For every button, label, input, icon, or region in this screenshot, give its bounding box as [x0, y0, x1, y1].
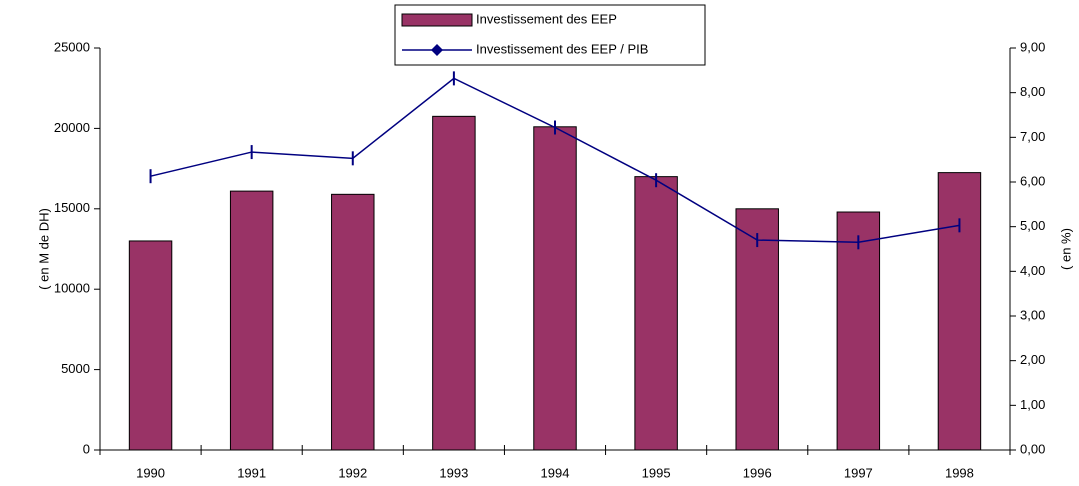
y2-tick-label: 1,00	[1020, 397, 1045, 412]
legend-swatch	[401, 13, 473, 27]
bar	[331, 193, 375, 451]
y2-tick-label: 2,00	[1020, 352, 1045, 367]
bar	[937, 172, 982, 451]
y2-tick-label: 5,00	[1020, 218, 1045, 233]
y-tick-label: 0	[83, 441, 90, 456]
y2-tick-label: 6,00	[1020, 173, 1045, 188]
x-tick-label: 1997	[844, 465, 873, 480]
x-tick-label: 1991	[237, 465, 266, 480]
x-tick-label: 1998	[945, 465, 974, 480]
bar	[735, 208, 779, 451]
y-axis-title: ( en M de DH)	[36, 208, 51, 290]
bar	[432, 115, 476, 451]
legend-label: Investissement des EEP / PIB	[476, 41, 648, 56]
y2-axis-title: ( en %)	[1058, 228, 1073, 270]
x-tick-label: 1994	[541, 465, 570, 480]
bar	[533, 126, 577, 451]
x-tick-label: 1995	[642, 465, 671, 480]
y-tick-label: 15000	[54, 200, 90, 215]
bar	[634, 176, 678, 451]
y-tick-label: 5000	[61, 361, 90, 376]
x-tick-label: 1992	[338, 465, 367, 480]
y2-tick-label: 9,00	[1020, 39, 1045, 54]
y2-tick-label: 3,00	[1020, 307, 1045, 322]
bar	[836, 211, 881, 451]
y2-tick-label: 7,00	[1020, 129, 1045, 144]
x-tick-label: 1993	[439, 465, 468, 480]
y2-tick-label: 0,00	[1020, 441, 1045, 456]
bar	[229, 190, 274, 451]
legend-marker	[431, 44, 443, 56]
y-tick-label: 25000	[54, 39, 90, 54]
x-tick-label: 1996	[743, 465, 772, 480]
y-tick-label: 20000	[54, 120, 90, 135]
y-tick-label: 10000	[54, 281, 90, 296]
y2-tick-label: 4,00	[1020, 263, 1045, 278]
bar	[128, 240, 173, 451]
legend-label: Investissement des EEP	[476, 11, 617, 26]
y2-tick-label: 8,00	[1020, 84, 1045, 99]
x-tick-label: 1990	[136, 465, 165, 480]
